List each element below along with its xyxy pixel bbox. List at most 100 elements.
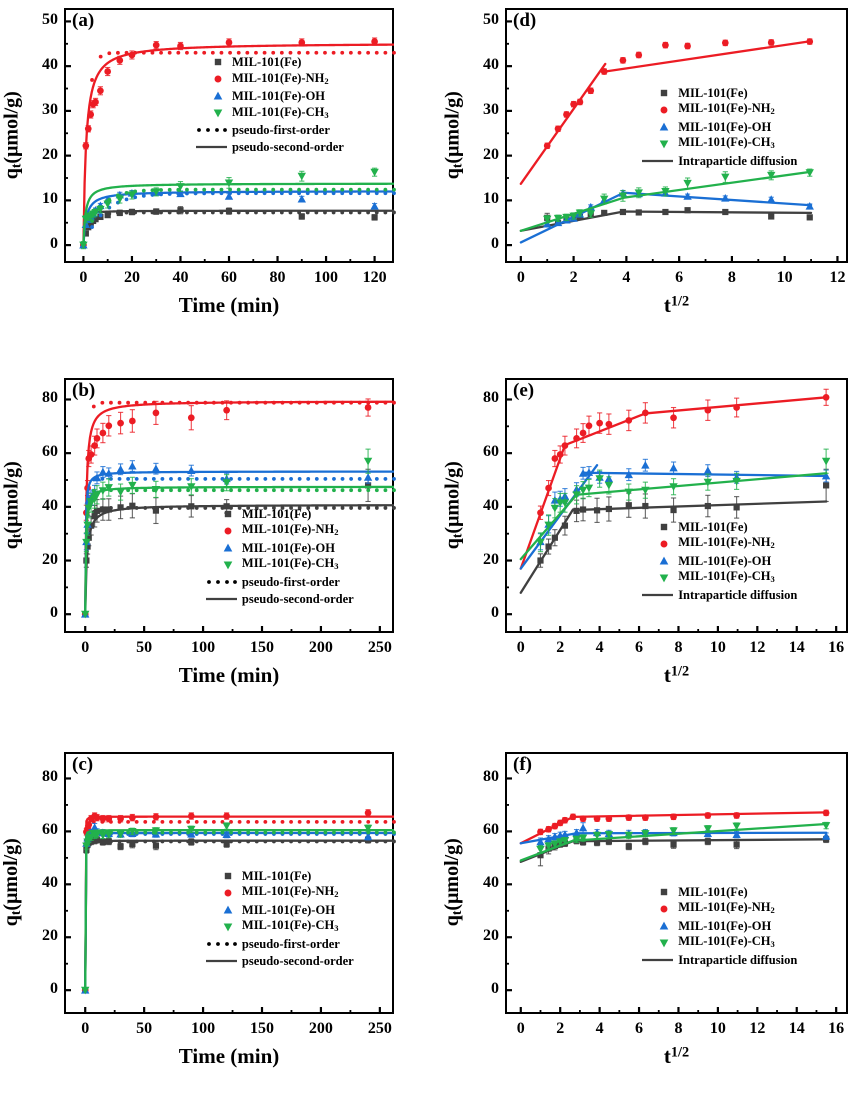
data-point — [87, 451, 95, 458]
legend-item[interactable]: MIL-101(Fe)-NH2 — [642, 535, 797, 552]
data-point — [600, 68, 608, 75]
legend-item[interactable]: pseudo-second-order — [205, 952, 354, 969]
data-point — [572, 828, 581, 837]
x-tick-label: 2 — [569, 269, 578, 286]
data-point — [81, 986, 90, 995]
data-point — [104, 212, 111, 219]
legend-marker-icon — [206, 558, 238, 572]
data-point — [703, 825, 713, 833]
intraparticle-fit-line — [622, 210, 813, 215]
legend-item[interactable]: MIL-101(Fe)-CH3 — [642, 135, 797, 153]
series-c-MIL-101Fe-NH2 — [81, 809, 396, 994]
data-point — [732, 822, 741, 831]
data-point — [103, 200, 112, 209]
error-bars — [537, 388, 829, 521]
data-point — [297, 172, 306, 181]
data-point — [152, 813, 160, 821]
legend-item[interactable]: pseudo-first-order — [206, 574, 354, 591]
pseudo-first-order-fit — [91, 819, 396, 824]
legend-item[interactable]: MIL-101(Fe)-OH — [642, 917, 797, 934]
series-f-MIL-101Fe-CH3 — [519, 821, 831, 862]
data-point — [225, 208, 233, 215]
legend-item[interactable]: MIL-101(Fe)-OH — [196, 88, 344, 105]
data-point — [550, 840, 560, 849]
legend-item[interactable]: MIL-101(Fe)-NH2 — [642, 900, 797, 917]
data-point — [364, 482, 372, 489]
data-point — [670, 841, 677, 848]
data-point — [99, 506, 106, 513]
intraparticle-fit-line — [519, 464, 599, 570]
legend-item[interactable]: MIL-101(Fe)-NH2 — [196, 71, 344, 88]
data-point — [703, 478, 713, 487]
data-point — [537, 557, 544, 564]
data-point — [188, 503, 195, 510]
legend-marker-icon — [206, 541, 238, 555]
data-point — [767, 195, 776, 203]
data-point — [634, 189, 643, 197]
legend-item[interactable]: Intraparticle diffusion — [642, 586, 797, 603]
data-point — [129, 502, 136, 509]
legend-item[interactable]: pseudo-first-order — [206, 935, 354, 952]
series-b-MIL-101Fe-CH3 — [81, 448, 396, 619]
legend-item[interactable]: MIL-101(Fe)-OH — [642, 552, 797, 569]
legend-item[interactable]: MIL-101(Fe) — [642, 85, 797, 102]
data-points — [537, 482, 830, 564]
legend-item[interactable]: MIL-101(Fe) — [642, 883, 797, 900]
data-point — [641, 830, 650, 838]
data-point — [573, 435, 580, 442]
legend-item[interactable]: MIL-101(Fe)-CH3 — [642, 934, 797, 951]
legend-item[interactable]: MIL-101(Fe)-OH — [206, 901, 354, 918]
legend-item[interactable]: pseudo-second-order — [196, 139, 344, 156]
data-point — [544, 521, 553, 530]
legend-item[interactable]: MIL-101(Fe) — [206, 867, 354, 884]
data-point — [683, 192, 692, 200]
legend-item[interactable]: MIL-101(Fe)-CH3 — [206, 918, 354, 935]
data-points — [80, 38, 378, 249]
legend-item[interactable]: MIL-101(Fe)-OH — [206, 540, 354, 557]
pseudo-first-order-fit — [90, 50, 396, 82]
legend-item[interactable]: pseudo-second-order — [205, 591, 354, 608]
legend-item[interactable]: MIL-101(Fe) — [196, 54, 344, 71]
plot-canvas-f — [505, 777, 838, 1014]
data-point — [553, 214, 563, 223]
data-point — [593, 815, 601, 823]
legend-symbol — [214, 59, 222, 66]
legend-marker-icon — [642, 588, 674, 602]
legend-item[interactable]: MIL-101(Fe)-CH3 — [642, 569, 797, 586]
data-point — [642, 838, 649, 845]
data-point — [635, 51, 643, 59]
data-point — [151, 827, 161, 836]
plot-canvas-b — [64, 398, 396, 633]
legend-item[interactable]: pseudo-first-order — [196, 122, 344, 139]
legend-marker-icon — [196, 55, 228, 69]
data-point — [595, 475, 604, 483]
data-point — [593, 507, 601, 514]
legend-item[interactable]: MIL-101(Fe) — [206, 506, 354, 523]
legend-item[interactable]: Intraparticle diffusion — [642, 153, 797, 170]
legend-item[interactable]: MIL-101(Fe)-NH2 — [642, 101, 797, 119]
legend-item[interactable]: MIL-101(Fe)-OH — [642, 119, 797, 136]
legend-item[interactable]: MIL-101(Fe) — [642, 518, 797, 535]
x-tick-label: 150 — [250, 1020, 274, 1037]
y-axis-title-d: qt(μmol/g) — [440, 90, 465, 179]
data-point — [224, 179, 234, 188]
legend-item[interactable]: MIL-101(Fe)-NH2 — [206, 522, 354, 540]
y-tick-label: 0 — [50, 980, 58, 998]
data-point — [536, 538, 545, 547]
y-tick-label: 80 — [42, 389, 58, 407]
data-point — [560, 830, 570, 839]
data-point — [93, 507, 101, 514]
pseudo-first-order-fit — [91, 830, 396, 835]
legend-marker-icon — [206, 903, 238, 917]
y-tick-label: 40 — [42, 496, 58, 514]
x-tick-label: 6 — [635, 1020, 644, 1037]
data-point — [83, 521, 92, 530]
legend-item[interactable]: Intraparticle diffusion — [642, 951, 797, 968]
series-a-MIL-101Fe-NH2 — [80, 37, 396, 249]
legend-item[interactable]: MIL-101(Fe)-CH3 — [206, 556, 354, 574]
legend-item[interactable]: MIL-101(Fe)-CH3 — [196, 105, 344, 122]
legend-item[interactable]: MIL-101(Fe)-NH2 — [206, 884, 354, 901]
data-point — [605, 815, 613, 823]
x-tick-label: 100 — [191, 1020, 216, 1037]
x-axis-title-f: t1/2 — [663, 1044, 690, 1068]
